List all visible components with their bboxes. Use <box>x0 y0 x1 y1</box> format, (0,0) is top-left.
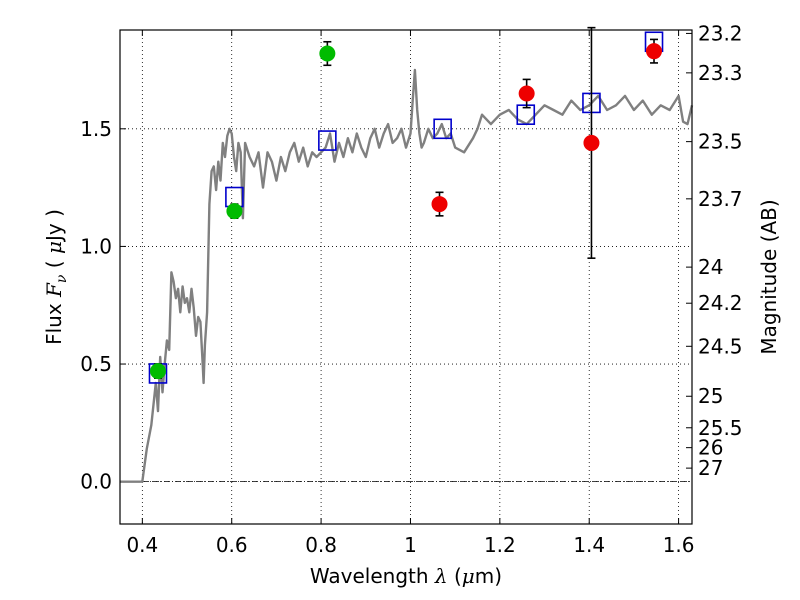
y2-tick-label: 24 <box>698 255 723 279</box>
y-tick-label: 0.0 <box>80 470 112 494</box>
x-tick-label: 0.4 <box>126 533 158 557</box>
x-tick-label: 1.6 <box>663 533 695 557</box>
y2-tick-label: 24.2 <box>698 291 743 315</box>
y2-tick-label: 27 <box>698 456 723 480</box>
y2-tick-label: 23.7 <box>698 187 743 211</box>
y2-tick-label: 25 <box>698 384 723 408</box>
x-axis-label: Wavelength λ (μm) <box>310 564 502 588</box>
model-flux-square <box>318 130 337 151</box>
x-tick-label: 1 <box>404 533 417 557</box>
observed-flux-point <box>226 203 243 220</box>
photometry-points <box>148 26 664 384</box>
y-tick-label: 1.5 <box>80 117 112 141</box>
grid-lines <box>120 30 692 524</box>
model-spectrum-line <box>120 68 694 483</box>
y-tick-label: 0.5 <box>80 352 112 376</box>
observed-flux-point <box>431 196 448 213</box>
y2-tick-label: 23.2 <box>698 21 743 45</box>
model-flux-square <box>516 104 536 125</box>
y-tick-label: 1.0 <box>80 234 112 258</box>
y2-tick-label: 23.5 <box>698 130 743 154</box>
x-tick-label: 1.4 <box>573 533 605 557</box>
y2-tick-label: 23.3 <box>698 61 743 85</box>
y2-tick-label: 26 <box>698 436 723 460</box>
plot-frame <box>119 29 693 525</box>
y2-tick-label: 25.5 <box>698 416 743 440</box>
observed-flux-point <box>149 363 166 380</box>
observed-flux-point <box>646 43 663 60</box>
observed-flux-point <box>319 45 336 62</box>
y2-tick-label: 24.5 <box>698 334 743 358</box>
x-tick-label: 0.8 <box>305 533 337 557</box>
x-tick-label: 0.6 <box>216 533 248 557</box>
plot-background <box>120 30 692 524</box>
model-flux-square <box>433 118 452 140</box>
axis-ticks: 0.4 0.6 0.8 1 1.2 1.4 1.6 0.0 0.5 1.0 1.5 23.2 23.3 2… <box>80 21 742 557</box>
observed-flux-point <box>583 134 600 151</box>
y-axis-label: Flux Fν ( μJy ) <box>42 209 70 345</box>
y2-axis-label: Magnitude (AB) <box>757 199 781 354</box>
x-tick-label: 1.2 <box>484 533 516 557</box>
observed-flux-point <box>518 85 535 102</box>
model-spectrum-layer <box>120 68 694 483</box>
